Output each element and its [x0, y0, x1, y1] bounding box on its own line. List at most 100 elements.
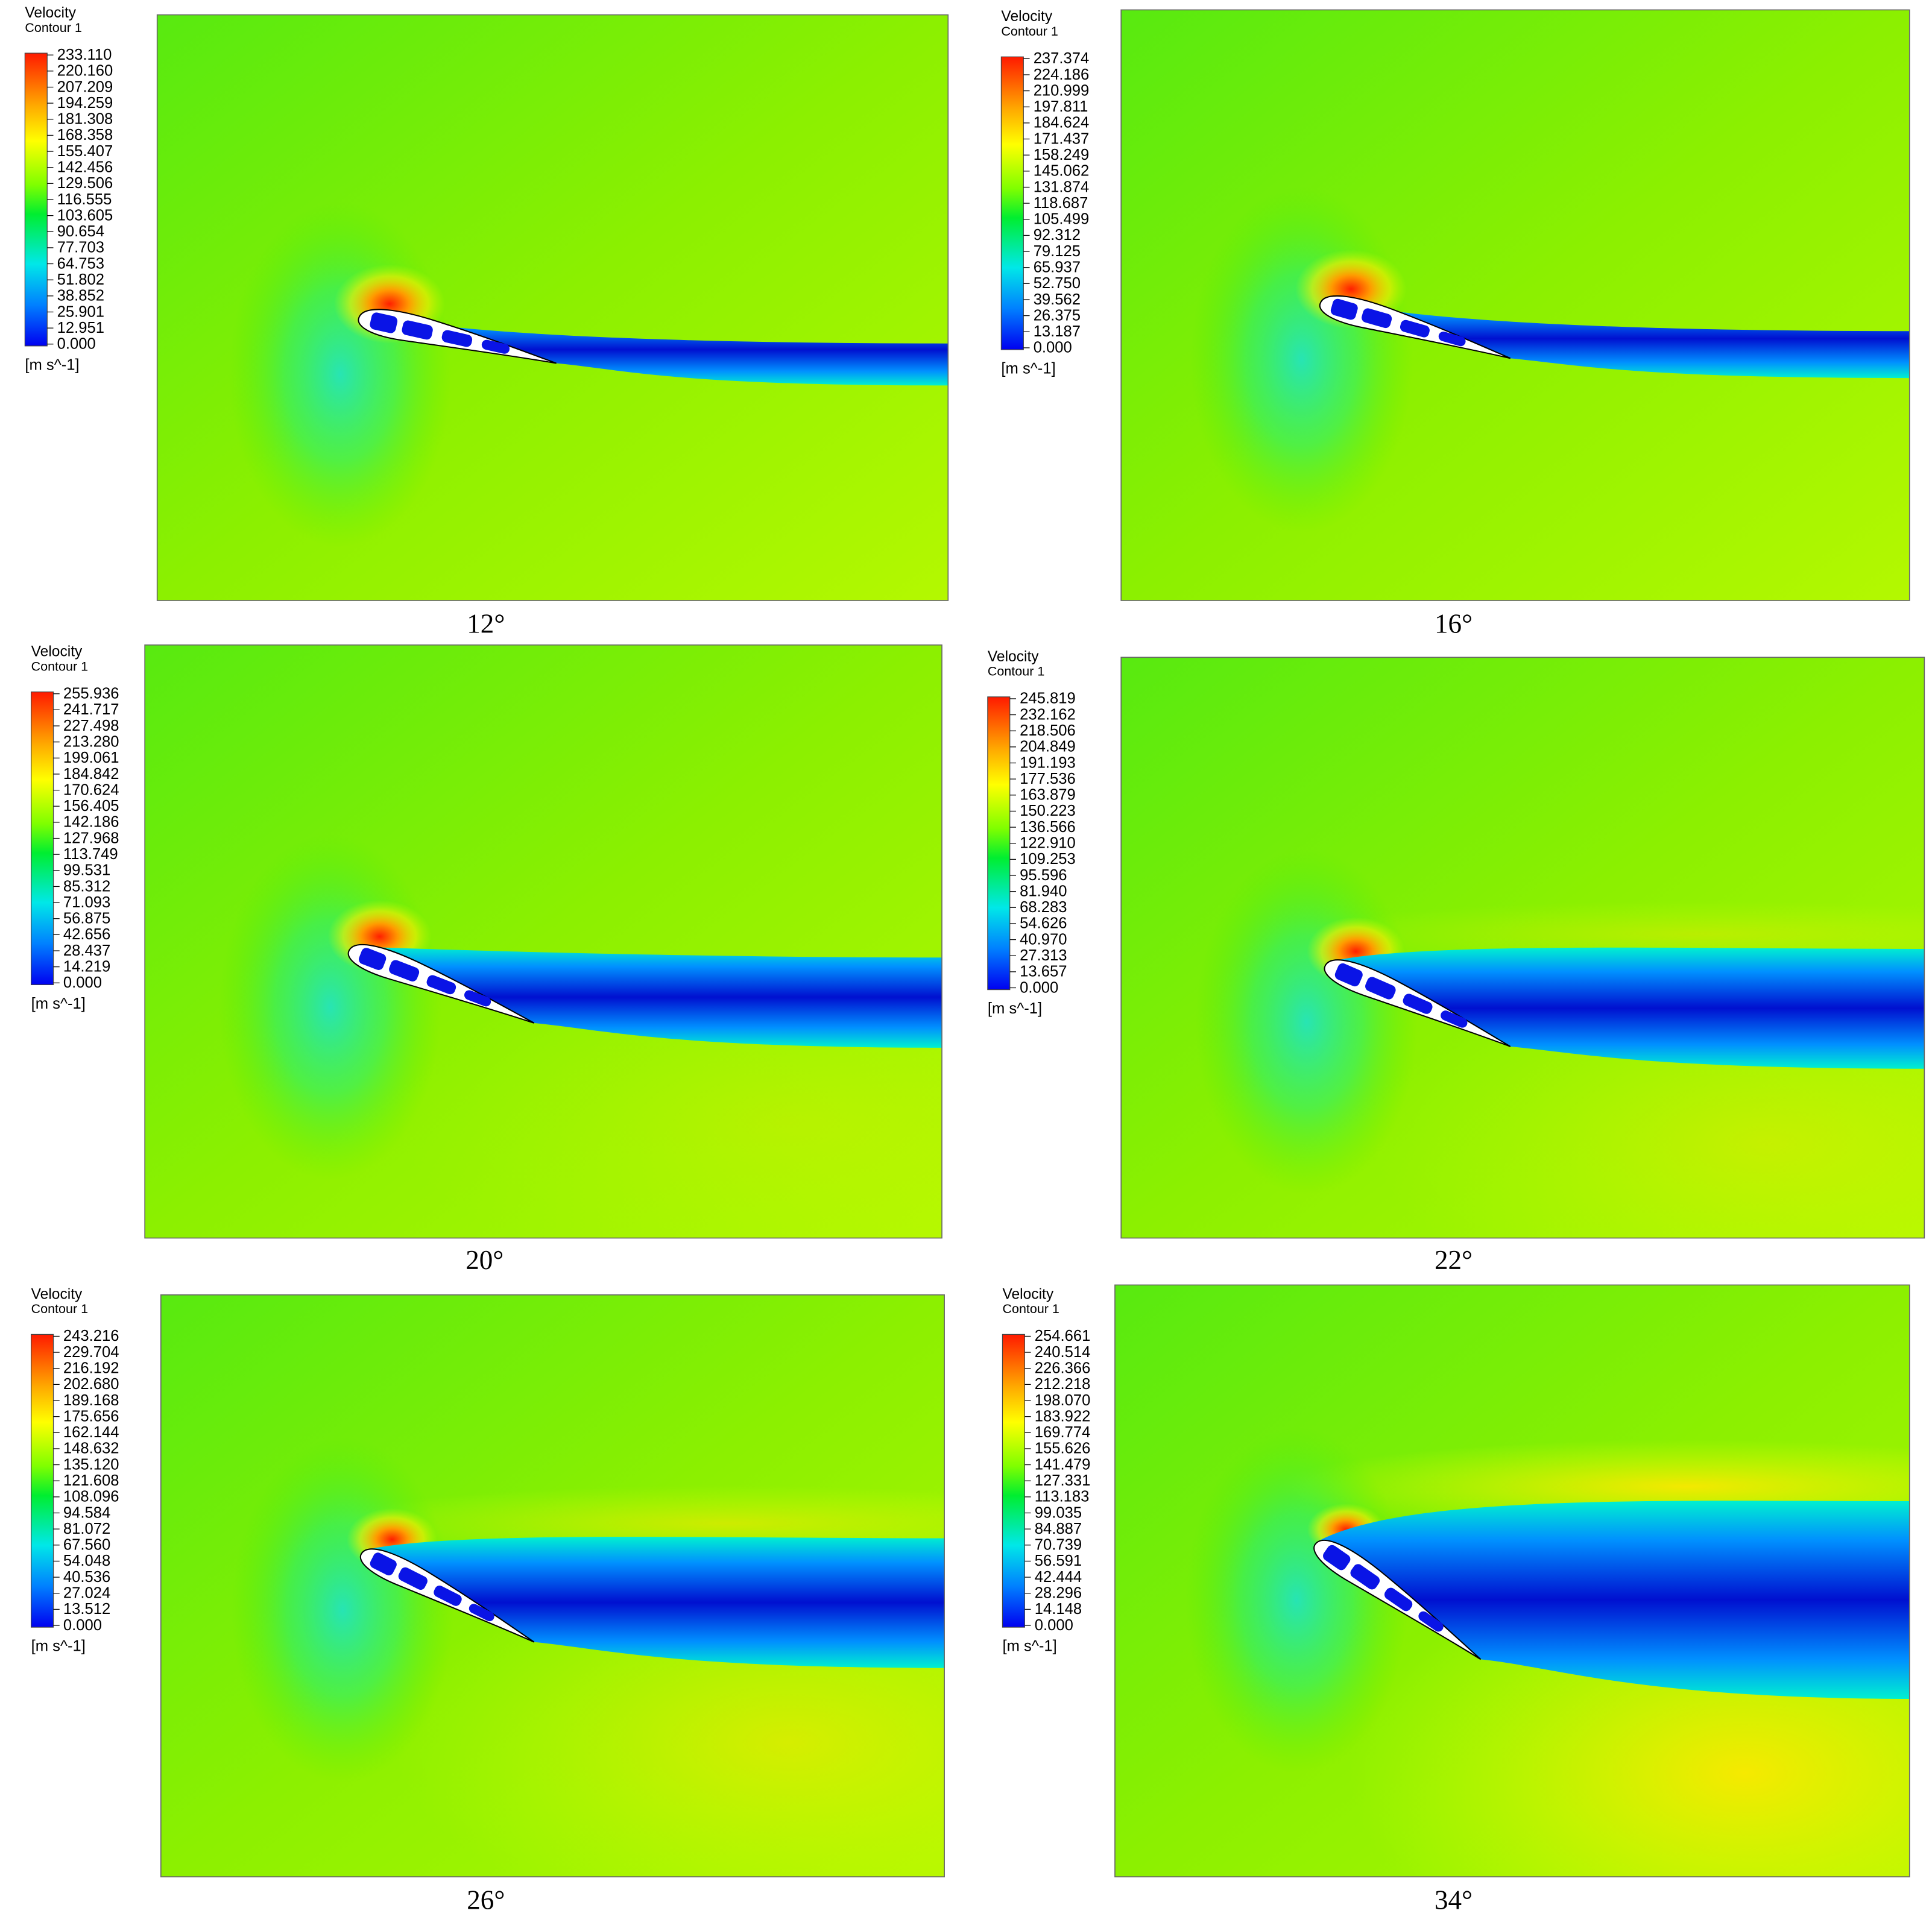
colorbar-label: 127.968 [63, 830, 119, 846]
airfoil [1313, 1539, 1482, 1660]
colorbar [30, 1334, 54, 1628]
colorbar-label: 202.680 [63, 1376, 119, 1393]
airfoil-slot [359, 948, 387, 970]
colorbar-label: 122.910 [1020, 835, 1076, 852]
legend-unit: [m s^-1] [1002, 1638, 1056, 1655]
colorbar-label: 229.704 [63, 1344, 119, 1361]
colorbar-label: 171.437 [1034, 130, 1090, 147]
airfoil-slot [1350, 1564, 1380, 1590]
colorbar-label: 220.160 [57, 63, 113, 80]
colorbar-label: 142.456 [57, 159, 113, 175]
colorbar-label: 54.626 [1020, 915, 1067, 932]
colorbar-label: 237.374 [1034, 50, 1090, 67]
stagnation-region [1190, 186, 1413, 533]
colorbar-label: 54.048 [63, 1552, 110, 1569]
airfoil-slot [370, 312, 398, 333]
airfoil [1324, 959, 1511, 1047]
colorbar [987, 696, 1011, 991]
colorbar-label: 210.999 [1034, 82, 1090, 99]
legend-title: Velocity [988, 649, 1039, 665]
colorbar-label: 71.093 [63, 894, 110, 911]
airfoil-slot [1334, 963, 1363, 987]
colorbar-label: 108.096 [63, 1489, 119, 1505]
colorbar-label: 14.219 [63, 958, 110, 975]
wake [355, 946, 942, 1048]
colorbar-label: 141.479 [1035, 1456, 1091, 1473]
stagnation-region [229, 201, 452, 547]
colorbar-label: 218.506 [1020, 722, 1076, 739]
panel-caption: 26° [467, 1885, 505, 1915]
colorbar-label: 84.887 [1035, 1520, 1082, 1537]
legend-subtitle: Contour 1 [31, 1302, 88, 1316]
legend-unit: [m s^-1] [1001, 361, 1055, 377]
colorbar-label: 131.874 [1034, 178, 1090, 195]
colorbar-label: 68.283 [1020, 899, 1067, 916]
airfoil-slot [441, 330, 473, 347]
colorbar-label: 0.000 [1035, 1617, 1073, 1634]
colorbar [1000, 56, 1024, 350]
colorbar-label: 135.120 [63, 1456, 119, 1473]
colorbar-label: 38.852 [57, 288, 104, 304]
airfoil-slot [1418, 1611, 1444, 1632]
wake [367, 1537, 945, 1668]
airfoil-slot [481, 339, 510, 354]
plot-frame [156, 14, 949, 601]
contour-plot [1121, 657, 1925, 1238]
airfoil-slot [402, 320, 433, 340]
contour-plot [1121, 10, 1910, 601]
plot-frame [160, 1294, 945, 1877]
airfoil [1319, 295, 1511, 359]
plot-frame [1120, 657, 1925, 1239]
colorbar-label: 0.000 [63, 1617, 102, 1634]
stagnation-region [1185, 1427, 1408, 1773]
colorbar-label: 212.218 [1035, 1376, 1091, 1393]
airfoil-slot [1384, 1587, 1413, 1612]
colorbar-label: 42.656 [63, 926, 110, 943]
colorbar-label: 27.024 [63, 1585, 110, 1602]
colorbar-label: 191.193 [1020, 754, 1076, 771]
colorbar [24, 52, 48, 347]
colorbar-label: 197.811 [1034, 98, 1088, 115]
airfoil-slot [426, 975, 456, 995]
colorbar-label: 158.249 [1034, 147, 1090, 163]
panel-caption: 20° [466, 1245, 504, 1275]
colorbar-label: 232.162 [1020, 706, 1076, 723]
contour-plot [1114, 1285, 1910, 1877]
colorbar-label: 13.512 [63, 1601, 110, 1618]
airfoil-slot [1323, 1545, 1351, 1571]
legend-title: Velocity [1001, 8, 1052, 25]
colorbar-label: 216.192 [63, 1360, 119, 1377]
colorbar-label: 177.536 [1020, 770, 1076, 787]
colorbar-label: 105.499 [1034, 211, 1090, 228]
colorbar-label: 207.209 [57, 78, 113, 95]
colorbar-label: 0.000 [57, 336, 96, 353]
colorbar-label: 103.605 [57, 207, 113, 224]
contour-plot [157, 14, 949, 601]
colorbar-label: 136.566 [1020, 819, 1076, 836]
colorbar-label: 99.531 [63, 862, 110, 879]
airfoil-slot [1400, 320, 1430, 338]
colorbar-label: 79.125 [1034, 243, 1081, 260]
colorbar-label: 181.308 [57, 111, 113, 128]
colorbar-label: 183.922 [1035, 1408, 1091, 1425]
plot-frame [1114, 1284, 1910, 1877]
colorbar-label: 189.168 [63, 1392, 119, 1409]
colorbar-label: 39.562 [1034, 291, 1081, 308]
panel-caption: 22° [1435, 1245, 1473, 1275]
airfoil [358, 309, 557, 364]
colorbar-label: 113.749 [63, 846, 118, 863]
colorbar-label: 170.624 [63, 781, 119, 798]
airfoil-slot [1365, 977, 1396, 1000]
colorbar-label: 0.000 [1034, 339, 1072, 356]
plot-frame [1120, 9, 1910, 601]
colorbar-label: 127.331 [1035, 1472, 1091, 1489]
panel-caption: 34° [1435, 1885, 1473, 1915]
airfoil-slot [398, 1567, 428, 1590]
colorbar-label: 27.313 [1020, 947, 1067, 964]
colorbar-label: 255.936 [63, 685, 119, 702]
airfoil-slot [434, 1586, 462, 1606]
